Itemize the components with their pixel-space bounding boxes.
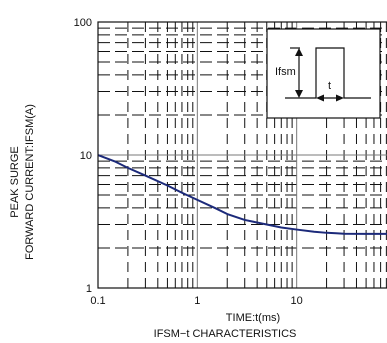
ifsm-arrow-up-icon [295, 48, 303, 56]
x-tick-label: 1 [194, 295, 200, 307]
inset-t-label: t [328, 80, 331, 92]
x-tick-label: 0.1 [90, 295, 105, 307]
y-tick-labels: 1 10 100 [74, 17, 92, 295]
x-tick-label: 10 [291, 295, 303, 307]
chart-caption: IFSM−t CHARACTERISTICS [154, 328, 297, 340]
y-tick-label: 10 [80, 150, 92, 162]
t-arrow-left-icon [316, 94, 324, 102]
plot-frame [97, 21, 387, 289]
y-tick-label: 100 [74, 17, 92, 29]
y-axis-title-line1: PEAK SURGE [9, 146, 21, 218]
ifsm-curve [98, 154, 387, 235]
x-tick-labels: 0.1110100 [90, 295, 387, 307]
y-axis-title-line2: FORWARD CURRENT:IFSM(A) [24, 104, 36, 260]
inset-box [266, 28, 381, 119]
ifsm-arrow-down-icon [295, 90, 303, 98]
inset-ifsm-label: Ifsm [275, 66, 296, 78]
t-arrow-right-icon [336, 94, 344, 102]
y-tick-label: 1 [86, 283, 92, 295]
inset-waveform: Ifsm t [266, 28, 381, 119]
pulse-waveform [285, 47, 371, 99]
curve-layer [98, 154, 387, 235]
x-axis-title: TIME:t(ms) [226, 312, 280, 324]
